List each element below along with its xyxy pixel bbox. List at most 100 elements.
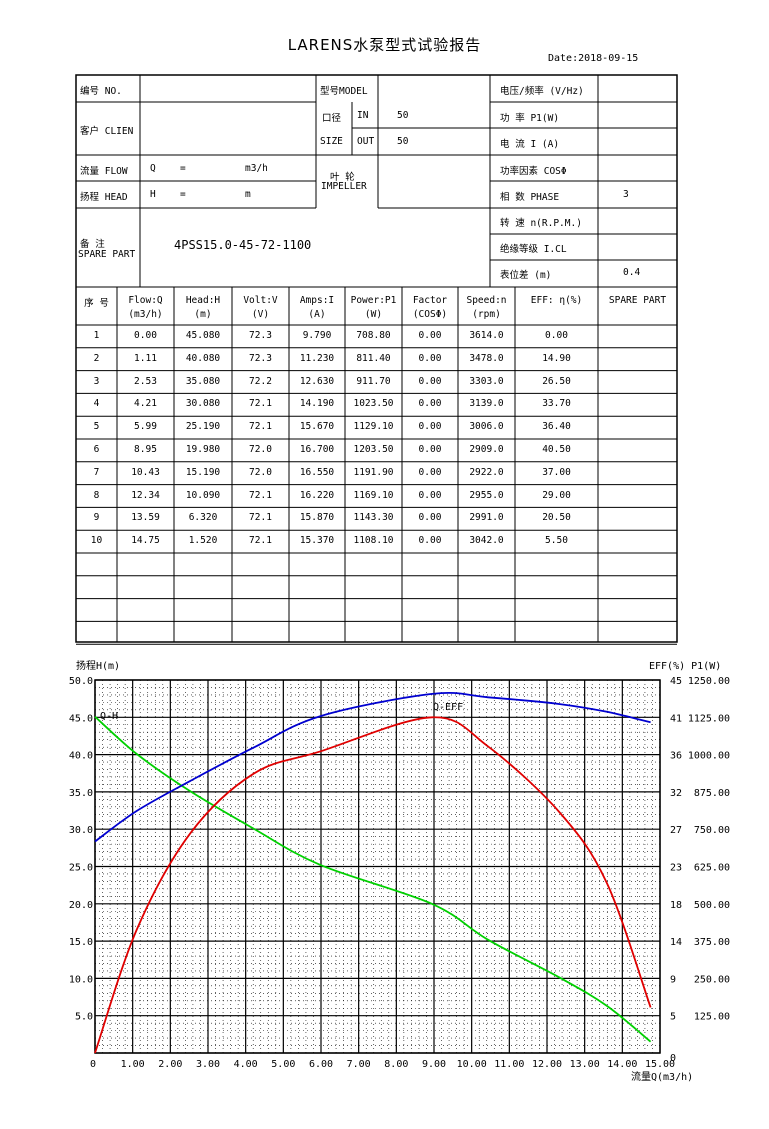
column-header: Amps:I	[299, 295, 335, 306]
performance-chart: 扬程H(m) EFF(%) P1(W) 流量Q(m3/h) 0 1.00 2.00 3.00…	[69, 659, 730, 1083]
table-cell: 15.870	[299, 512, 335, 524]
table-cell: 1143.30	[353, 512, 394, 524]
y-tick-label-p1: 375.00	[694, 937, 730, 948]
column-unit: (m3/h)	[128, 309, 163, 320]
table-cell: 72.0	[249, 444, 272, 455]
y-tick-label-eff: 18	[670, 900, 682, 911]
table-cell: 16.700	[299, 444, 335, 455]
y-axis-title-right: EFF(%) P1(W)	[649, 661, 721, 672]
y-tick-label-eff: 45	[670, 676, 682, 687]
pf-label: 功率因素 COSΦ	[500, 166, 567, 177]
table-cell: 1023.50	[353, 398, 394, 410]
table-cell: 19.980	[185, 444, 221, 455]
column-header: 序 号	[84, 298, 109, 309]
phase-label: 相 数 PHASE	[500, 192, 560, 203]
table-cell: 40.080	[185, 352, 221, 364]
table-cell: 26.50	[542, 375, 571, 387]
table-cell: 2922.0	[469, 466, 504, 478]
table-cell: 0.00	[418, 398, 442, 410]
table-cell: 0.00	[418, 512, 442, 524]
table-cell: 708.80	[356, 330, 391, 341]
column-unit: (A)	[308, 309, 326, 320]
column-header: Speed:n	[466, 295, 507, 306]
table-cell: 0.00	[418, 535, 442, 547]
table-cell: 0.00	[418, 375, 442, 387]
table-cell: 14.90	[542, 352, 571, 364]
x-tick-label: 11.00	[494, 1059, 524, 1070]
table-cell: 40.50	[542, 444, 571, 455]
series-eff-line	[94, 716, 652, 1054]
table-cell: 14.190	[299, 398, 335, 410]
impeller-en: IMPELLER	[321, 181, 367, 192]
table-cell: 9.790	[302, 330, 332, 341]
table-cell: 35.080	[185, 375, 221, 387]
table-cell: 6	[93, 444, 100, 455]
table-cell: 10.090	[185, 489, 221, 501]
size-label: SIZE	[320, 136, 343, 147]
voltage-label: 电压/频率 (V/Hz)	[500, 86, 584, 97]
table-cell: 3478.0	[469, 352, 504, 364]
y-tick-label-p1: 1250.00	[688, 676, 730, 687]
table-cell: 30.080	[185, 398, 221, 410]
y-tick-label-head: 45.0	[69, 713, 93, 724]
table-cell: 3614.0	[469, 330, 504, 341]
table-cell: 29.00	[542, 489, 571, 501]
meter-value: 0.4	[623, 267, 641, 278]
table-cell: 0.00	[418, 330, 442, 341]
table-cell: 8.95	[134, 444, 157, 455]
y-tick-label-eff: 41	[670, 713, 682, 724]
table-cell: 15.190	[185, 466, 221, 478]
table-cell: 72.2	[249, 375, 272, 387]
curve-label-eff: Q-EFF	[433, 702, 463, 713]
column-unit: (V)	[251, 309, 270, 320]
table-cell: 2.53	[134, 375, 157, 387]
insul-label: 绝缘等级 I.CL	[500, 244, 567, 255]
column-unit: (rpm)	[472, 309, 501, 320]
table-cell: 2	[93, 352, 100, 364]
table-cell: 10.43	[131, 466, 160, 478]
bore-label: 口径	[322, 113, 342, 124]
remark-value: 4PSS15.0-45-72-1100	[174, 238, 312, 252]
table-cell: 11.230	[299, 352, 335, 364]
y-tick-label-eff: 23	[670, 863, 682, 874]
model-label: 型号MODEL	[320, 86, 368, 97]
table-cell: 33.70	[542, 398, 571, 410]
y-tick-label-head: 50.0	[69, 676, 93, 687]
remark-en: SPARE PART	[78, 249, 136, 260]
report-date: Date:2018-09-15	[548, 53, 639, 64]
x-tick-label: 0	[90, 1059, 96, 1070]
head-h: H	[150, 189, 156, 200]
x-tick-label: 14.00	[607, 1059, 637, 1070]
table-cell: 0.00	[418, 466, 442, 478]
in-label: IN	[357, 110, 369, 121]
table-cell: 1191.90	[353, 466, 394, 478]
table-cell: 0.00	[134, 330, 157, 341]
column-unit: (m)	[194, 309, 212, 320]
table-cell: 8	[93, 489, 100, 501]
y-tick-label-p1: 1125.00	[688, 713, 730, 724]
table-cell: 3006.0	[469, 421, 504, 433]
table-cell: 72.1	[249, 489, 272, 501]
y-tick-label-eff: 5	[670, 1012, 676, 1023]
column-header: Factor	[412, 295, 448, 306]
no-label: 编号 NO.	[80, 86, 122, 97]
table-cell: 45.080	[185, 330, 221, 341]
column-header: SPARE PART	[608, 295, 667, 306]
y-tick-label-head: 35.0	[69, 788, 93, 799]
table-cell: 0.00	[545, 330, 568, 341]
flow-q: Q	[150, 163, 156, 174]
y-tick-label-p1: 875.00	[694, 788, 730, 799]
table-cell: 15.670	[299, 421, 335, 433]
table-cell: 1129.10	[353, 421, 394, 433]
x-tick-label: 1.00	[121, 1059, 145, 1070]
series-p1-line	[94, 691, 651, 843]
column-header: Power:P1	[350, 295, 397, 306]
flow-label: 流量 FLOW	[80, 166, 128, 177]
table-cell: 0.00	[418, 444, 442, 455]
head-unit: m	[245, 189, 251, 200]
y-tick-label-p1: 750.00	[694, 825, 730, 836]
y-tick-label-eff: 14	[670, 937, 682, 948]
table-cell: 2991.0	[469, 512, 504, 524]
table-cell: 2909.0	[469, 444, 504, 455]
table-cell: 72.1	[249, 398, 272, 410]
